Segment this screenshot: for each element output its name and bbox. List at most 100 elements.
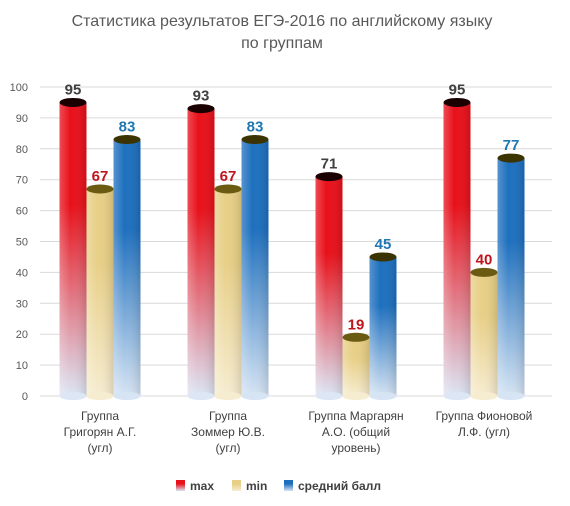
data-label-min: 67: [220, 168, 237, 185]
bar-base: [59, 392, 87, 400]
category-label-line: Григорян А.Г.: [64, 425, 137, 439]
bar-max-0: [59, 97, 87, 400]
legend-swatch: [232, 480, 241, 491]
data-label-средний балл: 77: [503, 137, 520, 154]
category-label-line: (угл): [87, 441, 112, 455]
bar-max-2: [315, 172, 343, 400]
bar-cap: [59, 97, 87, 107]
legend-label: max: [190, 479, 214, 493]
bar-shading: [470, 272, 498, 396]
legend: max min средний балл: [176, 479, 381, 493]
category-label-line: Группа Маргарян: [308, 409, 403, 423]
bar-max-1: [187, 104, 215, 400]
data-label-max: 71: [321, 156, 338, 173]
bar-cap: [497, 153, 525, 163]
y-tick-label: 0: [22, 391, 28, 403]
x-axis-categories: Группа Григорян А.Г. (угл) Группа Зоммер Ю.В…: [64, 409, 533, 455]
legend-item-средний балл: средний балл: [284, 479, 381, 493]
bar-base: [241, 392, 269, 400]
bar-средний балл-3: [497, 153, 525, 400]
bar-shading: [214, 188, 242, 396]
bar-cap: [241, 135, 269, 145]
data-labels: 95 67 83 93 67 83 71 19 45 95 40 77: [65, 81, 520, 333]
bar-shading: [342, 337, 370, 396]
category-label-line: Группа Фионовой: [436, 409, 533, 423]
bar-средний балл-2: [369, 252, 397, 400]
bar-средний балл-0: [113, 135, 141, 400]
y-tick-label: 50: [16, 237, 28, 249]
y-tick-label: 40: [16, 267, 28, 279]
bar-shading: [315, 176, 343, 396]
category-label-line: уровень): [331, 441, 380, 455]
bar-base: [315, 392, 343, 400]
bar-cap: [470, 267, 498, 277]
category-label-line: Группа: [81, 409, 119, 423]
y-tick-label: 10: [16, 360, 28, 372]
bar-cap: [187, 104, 215, 114]
bar-shading: [497, 158, 525, 396]
bar-base: [369, 392, 397, 400]
bar-base: [86, 392, 114, 400]
bar-base: [214, 392, 242, 400]
y-tick-label: 30: [16, 298, 28, 310]
legend-label: средний балл: [298, 479, 381, 493]
bar-base: [187, 392, 215, 400]
bar-min-0: [86, 184, 114, 400]
legend-swatch: [176, 480, 185, 491]
y-tick-label: 90: [16, 113, 28, 125]
data-label-средний балл: 83: [119, 119, 136, 136]
chart-title: Статистика результатов ЕГЭ-2016 по англи…: [72, 13, 493, 52]
y-tick-label: 100: [10, 82, 28, 94]
y-tick-label: 60: [16, 206, 28, 218]
bar-cap: [315, 172, 343, 182]
legend-item-min: min: [232, 479, 267, 493]
bar-cap: [214, 184, 242, 194]
category-label-line: Л.Ф. (угл): [458, 425, 510, 439]
bar-средний балл-1: [241, 135, 269, 400]
category-label-line: Зоммер Ю.В.: [191, 425, 265, 439]
bar-base: [113, 392, 141, 400]
bar-shading: [443, 102, 471, 396]
bar-shading: [86, 188, 114, 396]
y-tick-label: 80: [16, 144, 28, 156]
data-label-средний балл: 45: [375, 236, 392, 253]
bar-shading: [241, 139, 269, 396]
bar-cap: [369, 252, 397, 262]
category-label-line: Группа: [209, 409, 247, 423]
bar-base: [342, 392, 370, 400]
bar-base: [443, 392, 471, 400]
category-label-line: А.О. (общий: [322, 425, 390, 439]
data-label-max: 95: [65, 81, 82, 98]
legend-label: min: [246, 479, 267, 493]
bar-base: [497, 392, 525, 400]
bar-min-1: [214, 184, 242, 400]
bar-shading: [113, 139, 141, 396]
data-label-средний балл: 83: [247, 119, 264, 136]
chart-title-line-1: Статистика результатов ЕГЭ-2016 по англи…: [72, 13, 493, 30]
legend-item-max: max: [176, 479, 214, 493]
bar-shading: [369, 256, 397, 396]
bar-cap: [113, 135, 141, 145]
bar-min-3: [470, 267, 498, 400]
legend-swatch: [284, 480, 293, 491]
bar-max-3: [443, 97, 471, 400]
category-label: Группа Фионовой Л.Ф. (угл): [436, 409, 533, 439]
chart-title-line-2: по группам: [241, 35, 323, 52]
y-tick-label: 20: [16, 329, 28, 341]
bar-cap: [86, 184, 114, 194]
bar-cap: [342, 332, 370, 342]
data-label-min: 40: [476, 251, 493, 268]
bars: [59, 97, 525, 400]
y-axis-ticks: 0 10 20 30 40 50 60 70 80 90 100: [10, 82, 28, 403]
data-label-min: 67: [92, 168, 109, 185]
bar-min-2: [342, 332, 370, 400]
category-label: Группа Григорян А.Г. (угл): [64, 409, 137, 455]
bar-shading: [59, 102, 87, 396]
bar-shading: [187, 108, 215, 396]
y-tick-label: 70: [16, 175, 28, 187]
bar-base: [470, 392, 498, 400]
category-label: Группа Маргарян А.О. (общий уровень): [308, 409, 403, 455]
data-label-max: 95: [449, 81, 466, 98]
category-label-line: (угл): [215, 441, 240, 455]
